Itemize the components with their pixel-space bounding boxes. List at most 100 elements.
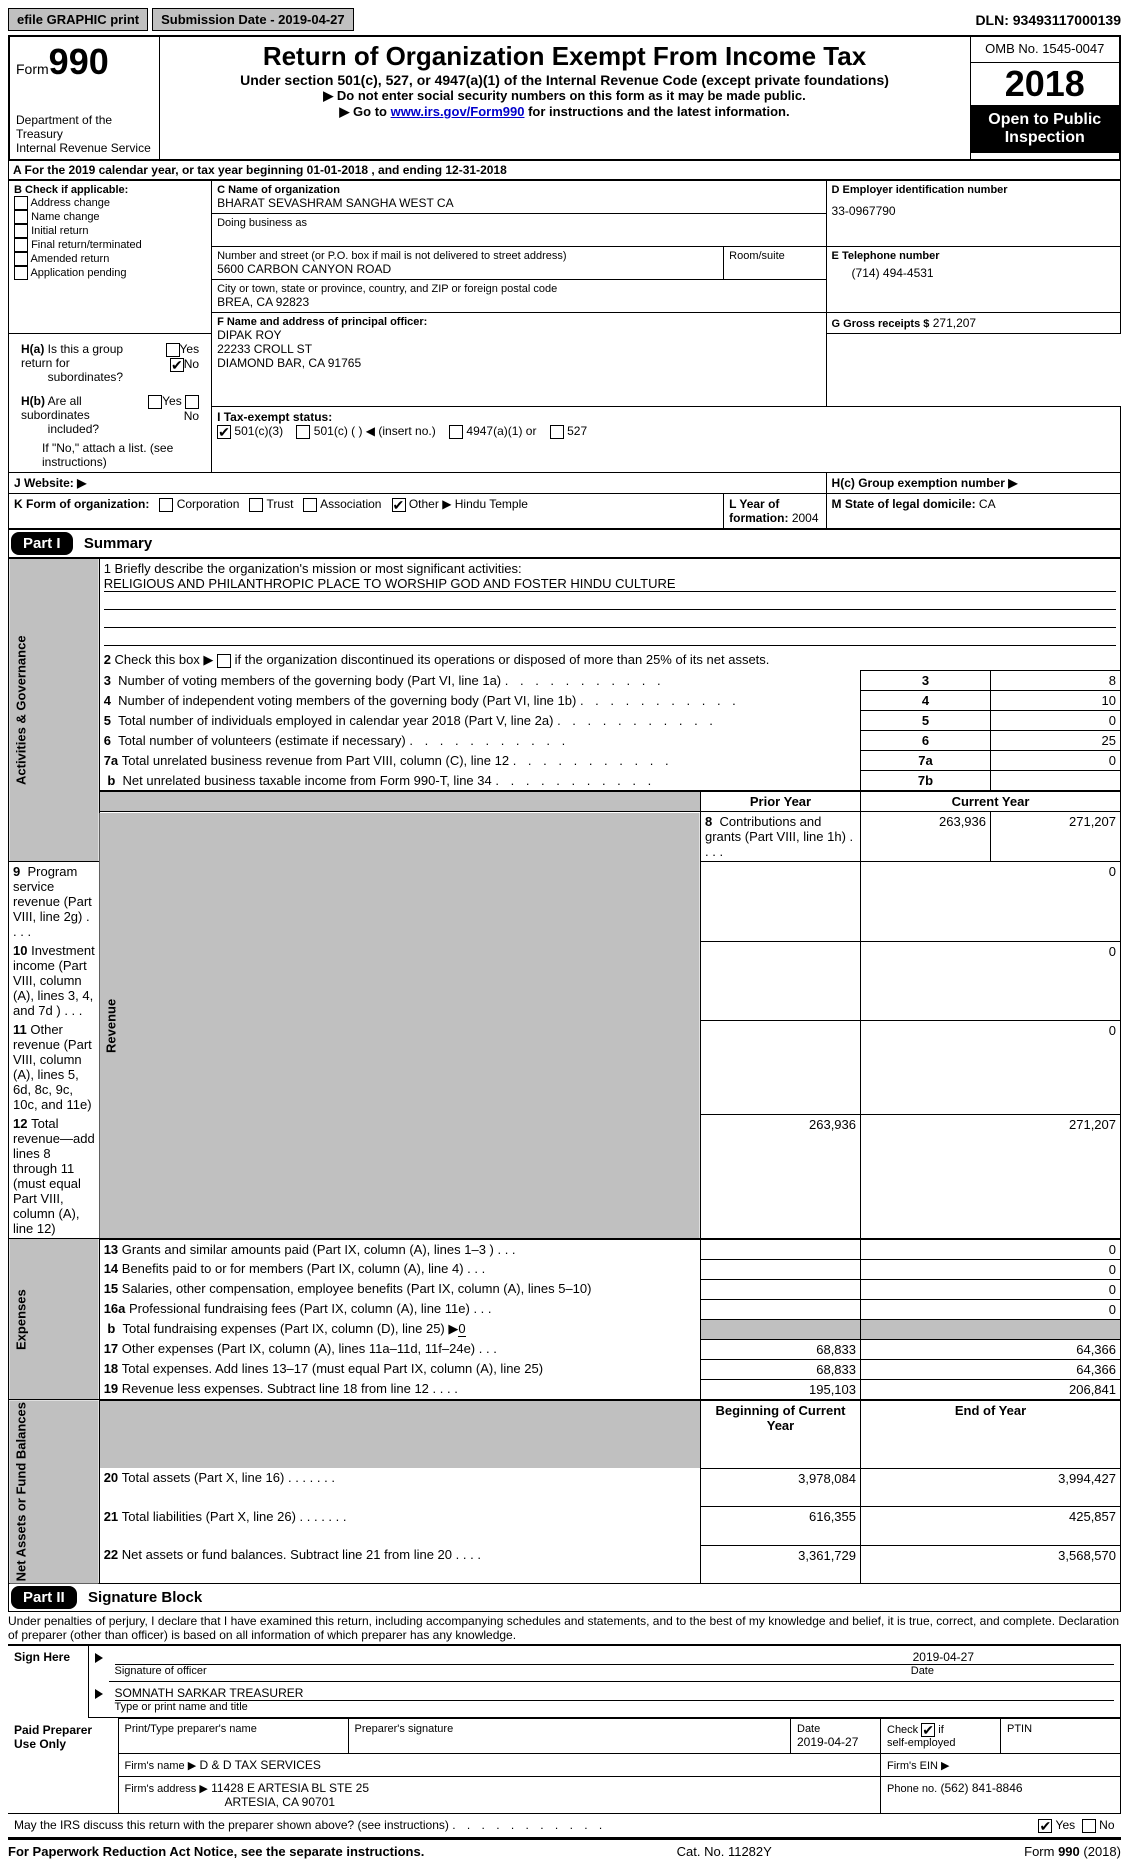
hc-label: H(c) Group exemption number ▶ bbox=[826, 473, 1120, 494]
end-hdr: End of Year bbox=[861, 1400, 1121, 1469]
mission-text: RELIGIOUS AND PHILANTHROPIC PLACE TO WOR… bbox=[104, 576, 1116, 592]
val-7b bbox=[991, 771, 1121, 792]
name-change-checkbox[interactable] bbox=[14, 210, 28, 224]
side-rev: Revenue bbox=[99, 812, 700, 1239]
val-4: 10 bbox=[991, 691, 1121, 711]
self-emp-checkbox[interactable] bbox=[921, 1723, 935, 1737]
print-label: print bbox=[110, 12, 139, 27]
q2: 2 Check this box ▶ if the organization d… bbox=[99, 650, 1120, 671]
side-ag: Activities & Governance bbox=[9, 559, 100, 862]
form-ref: Form 990 (2018) bbox=[1024, 1844, 1121, 1859]
dln: DLN: 93493117000139 bbox=[975, 12, 1121, 28]
officer-label: F Name and address of principal officer: bbox=[217, 316, 820, 328]
val-6: 25 bbox=[991, 731, 1121, 751]
501c-checkbox[interactable] bbox=[296, 425, 310, 439]
date-label: Date bbox=[911, 1665, 934, 1677]
room-label: Room/suite bbox=[729, 250, 820, 262]
officer-name: DIPAK ROY bbox=[217, 328, 820, 342]
form-number: Form990 bbox=[16, 41, 153, 83]
val-5: 0 bbox=[991, 711, 1121, 731]
hb-yes-checkbox[interactable] bbox=[148, 395, 162, 409]
form-subtitle: Under section 501(c), 527, or 4947(a)(1)… bbox=[166, 72, 964, 88]
ein-value: 33-0967790 bbox=[832, 196, 1115, 226]
section-b-label: B Check if applicable: bbox=[14, 184, 206, 196]
discuss-no-checkbox[interactable] bbox=[1082, 1819, 1096, 1833]
side-exp: Expenses bbox=[9, 1239, 100, 1400]
discuss-yes-checkbox[interactable] bbox=[1038, 1819, 1052, 1833]
signature-table: Sign Here 2019-04-27 Signature of office… bbox=[8, 1644, 1121, 1718]
gross-label: G Gross receipts $ bbox=[832, 318, 930, 330]
street-value: 5600 CARBON CANYON ROAD bbox=[217, 262, 718, 276]
sig-officer-label: Signature of officer bbox=[115, 1665, 207, 1677]
irs-link[interactable]: www.irs.gov/Form990 bbox=[391, 104, 525, 119]
officer-addr1: 22233 CROLL ST bbox=[217, 342, 820, 356]
arrow-icon bbox=[95, 1653, 103, 1663]
firm-addr2: ARTESIA, CA 90701 bbox=[125, 1795, 336, 1809]
footer: For Paperwork Reduction Act Notice, see … bbox=[8, 1839, 1121, 1859]
amended-checkbox[interactable] bbox=[14, 252, 28, 266]
tax-exempt-label: I Tax-exempt status: bbox=[217, 410, 332, 424]
firm-name: D & D TAX SERVICES bbox=[200, 1758, 321, 1772]
ein-label: D Employer identification number bbox=[832, 184, 1115, 196]
org-name: BHARAT SEVASHRAM SANGHA WEST CA bbox=[217, 196, 820, 210]
initial-return-checkbox[interactable] bbox=[14, 224, 28, 238]
section-a: A For the 2019 calendar year, or tax yea… bbox=[8, 161, 1121, 180]
app-pending-checkbox[interactable] bbox=[14, 266, 28, 280]
k-trust-checkbox[interactable] bbox=[249, 498, 263, 512]
phone-label: E Telephone number bbox=[832, 250, 1115, 262]
k-corp-checkbox[interactable] bbox=[159, 498, 173, 512]
website-label: J Website: ▶ bbox=[9, 473, 827, 494]
submission-date: Submission Date - 2019-04-27 bbox=[152, 8, 354, 31]
hb-no-checkbox[interactable] bbox=[185, 395, 199, 409]
addr-change-checkbox[interactable] bbox=[14, 196, 28, 210]
k-assoc-checkbox[interactable] bbox=[303, 498, 317, 512]
city-value: BREA, CA 92823 bbox=[217, 295, 820, 309]
hb-label: H(b) Are all subordinates included? bbox=[16, 391, 141, 439]
dept-label: Department of theTreasuryInternal Revenu… bbox=[16, 113, 153, 155]
form-note1: ▶ Do not enter social security numbers o… bbox=[166, 88, 964, 104]
firm-addr1: 11428 E ARTESIA BL STE 25 bbox=[211, 1781, 369, 1795]
prior-hdr: Prior Year bbox=[701, 791, 861, 812]
form-title: Return of Organization Exempt From Incom… bbox=[166, 41, 964, 72]
paid-prep-label: Paid Preparer Use Only bbox=[8, 1719, 118, 1814]
year-formation-label: L Year of formation: bbox=[729, 497, 788, 525]
dba-label: Doing business as bbox=[217, 217, 820, 229]
org-name-label: C Name of organization bbox=[217, 184, 820, 196]
501c3-checkbox[interactable] bbox=[217, 425, 231, 439]
form-org-label: K Form of organization: bbox=[14, 497, 149, 511]
paperwork-notice: For Paperwork Reduction Act Notice, see … bbox=[8, 1844, 424, 1859]
officer-addr2: DIAMOND BAR, CA 91765 bbox=[217, 356, 820, 370]
beg-hdr: Beginning of Current Year bbox=[701, 1400, 861, 1469]
sign-here-label: Sign Here bbox=[8, 1645, 88, 1718]
omb-number: OMB No. 1545-0047 bbox=[970, 36, 1120, 62]
state-domicile-label: M State of legal domicile: bbox=[832, 497, 976, 511]
q1: 1 Briefly describe the organization's mi… bbox=[104, 561, 1116, 576]
graphic-label: GRAPHIC bbox=[47, 12, 107, 27]
form-note2: ▶ Go to www.irs.gov/Form990 for instruct… bbox=[166, 104, 964, 120]
q2-checkbox[interactable] bbox=[217, 654, 231, 668]
discuss-label: May the IRS discuss this return with the… bbox=[14, 1818, 449, 1832]
ha-no-checkbox[interactable] bbox=[170, 358, 184, 372]
officer-typed: SOMNATH SARKAR TREASURER bbox=[115, 1686, 1115, 1701]
final-return-checkbox[interactable] bbox=[14, 238, 28, 252]
efile-button[interactable]: efile GRAPHIC print bbox=[8, 8, 148, 31]
part1-table: Activities & Governance 1 Briefly descri… bbox=[8, 558, 1121, 1584]
street-label: Number and street (or P.O. box if mail i… bbox=[217, 250, 718, 262]
info-grid: B Check if applicable: Address change Na… bbox=[8, 180, 1121, 529]
gross-value: 271,207 bbox=[933, 316, 976, 330]
ha-yes-checkbox[interactable] bbox=[166, 343, 180, 357]
4947-checkbox[interactable] bbox=[449, 425, 463, 439]
527-checkbox[interactable] bbox=[550, 425, 564, 439]
city-label: City or town, state or province, country… bbox=[217, 283, 820, 295]
tax-year: 2018 bbox=[971, 63, 1120, 105]
firm-phone: (562) 841-8846 bbox=[941, 1781, 1023, 1795]
open-inspection: Open to Public Inspection bbox=[971, 105, 1120, 153]
cat-no: Cat. No. 11282Y bbox=[677, 1844, 772, 1859]
preparer-table: Paid Preparer Use Only Print/Type prepar… bbox=[8, 1718, 1121, 1839]
type-name-label: Type or print name and title bbox=[115, 1701, 1115, 1713]
part2-header: Part II Signature Block bbox=[8, 1584, 1121, 1612]
k-other-checkbox[interactable] bbox=[392, 498, 406, 512]
side-nab: Net Assets or Fund Balances bbox=[9, 1400, 100, 1584]
hb-note: If "No," attach a list. (see instruction… bbox=[14, 441, 206, 469]
curr-hdr: Current Year bbox=[861, 791, 1121, 812]
